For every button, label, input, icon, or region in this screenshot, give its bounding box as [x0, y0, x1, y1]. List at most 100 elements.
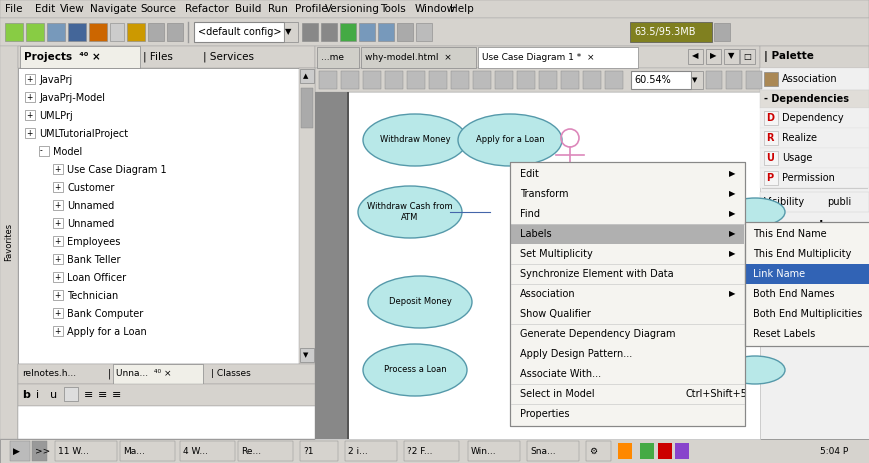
Text: Edit: Edit [520, 169, 539, 179]
Text: Set Multiplicity: Set Multiplicity [520, 249, 593, 259]
Bar [760, 46, 869, 439]
Bar [321, 23, 337, 41]
Bar [407, 71, 425, 89]
Bar [53, 182, 63, 192]
Text: Deposit Money: Deposit Money [388, 298, 451, 307]
Ellipse shape [363, 114, 467, 166]
Bar [53, 254, 63, 264]
Text: Generate Dependency Diagram: Generate Dependency Diagram [520, 329, 675, 339]
Text: Apply for a Loan: Apply for a Loan [67, 327, 147, 337]
Bar [167, 23, 183, 41]
Text: >>: >> [35, 446, 50, 456]
Ellipse shape [358, 186, 462, 238]
Bar [302, 23, 318, 41]
Text: Use Case Diagram 1 *  ×: Use Case Diagram 1 * × [482, 52, 594, 62]
Text: JavaPrj-Model: JavaPrj-Model [39, 93, 105, 103]
Bar [18, 406, 315, 439]
Text: +: + [54, 326, 60, 336]
Ellipse shape [725, 356, 785, 384]
Bar [760, 168, 869, 188]
Text: Association: Association [782, 74, 838, 84]
Bar [345, 441, 397, 461]
Text: relnotes.h...: relnotes.h... [22, 369, 76, 378]
Text: ▶: ▶ [710, 51, 716, 61]
Bar [25, 92, 35, 102]
Text: +: + [26, 111, 32, 119]
Bar [658, 443, 672, 459]
Bar [315, 46, 760, 68]
Bar [764, 111, 778, 125]
Text: ▶: ▶ [13, 446, 20, 456]
Text: ▶: ▶ [728, 230, 735, 238]
Text: Permission: Permission [782, 173, 835, 183]
Bar [561, 71, 579, 89]
Text: Loan Officer: Loan Officer [67, 273, 126, 283]
Bar [511, 224, 744, 244]
Bar [517, 71, 535, 89]
Bar [631, 71, 691, 89]
Bar [404, 441, 459, 461]
Bar [688, 49, 703, 64]
Bar [0, 439, 869, 463]
Text: +: + [26, 93, 32, 101]
Text: Versioning: Versioning [325, 4, 380, 14]
Bar [55, 441, 117, 461]
Bar [397, 23, 413, 41]
Text: Employees: Employees [67, 237, 121, 247]
Bar [89, 23, 107, 41]
Text: File: File [5, 4, 23, 14]
Bar [675, 443, 689, 459]
Ellipse shape [725, 198, 785, 226]
Bar [359, 23, 375, 41]
Text: ...me: ...me [321, 52, 344, 62]
Bar [361, 47, 476, 68]
Text: +: + [54, 219, 60, 227]
Text: Bank Computer: Bank Computer [67, 309, 143, 319]
Text: <default config>: <default config> [198, 27, 282, 37]
Bar [764, 171, 778, 185]
Bar [53, 308, 63, 318]
Ellipse shape [458, 114, 562, 166]
Bar [120, 441, 175, 461]
Bar [640, 443, 654, 459]
Text: +: + [54, 182, 60, 192]
Text: +: + [26, 129, 32, 138]
Text: ?2 F...: ?2 F... [407, 446, 433, 456]
Bar [25, 74, 35, 84]
Text: Technician: Technician [67, 291, 118, 301]
Text: b: b [22, 390, 30, 400]
Ellipse shape [363, 344, 467, 396]
Text: ▼: ▼ [727, 51, 734, 61]
Text: Realize: Realize [782, 133, 817, 143]
Text: 11 W...: 11 W... [58, 446, 89, 456]
Text: Select in Model: Select in Model [520, 389, 594, 399]
Bar [745, 222, 869, 346]
Bar [319, 71, 337, 89]
Text: +: + [54, 200, 60, 209]
Text: Transform: Transform [520, 189, 568, 199]
Bar [618, 443, 632, 459]
Bar [53, 236, 63, 246]
Text: +: + [54, 255, 60, 263]
Bar [148, 23, 164, 41]
Bar [746, 71, 762, 89]
Bar [315, 92, 347, 439]
Bar [706, 49, 721, 64]
Text: Both End Multiplicities: Both End Multiplicities [753, 309, 862, 319]
Text: ▶: ▶ [728, 209, 735, 219]
Text: Process a Loan: Process a Loan [384, 365, 447, 375]
Bar [25, 110, 35, 120]
Text: Profile: Profile [295, 4, 328, 14]
Bar [53, 218, 63, 228]
Text: i: i [36, 390, 39, 400]
Text: This End Name: This End Name [753, 229, 826, 239]
Bar [315, 92, 760, 439]
Bar [495, 71, 513, 89]
Text: Re...: Re... [241, 446, 261, 456]
Text: Associate With...: Associate With... [520, 369, 601, 379]
Text: This End Multiplicity: This End Multiplicity [753, 249, 852, 259]
Bar [726, 71, 742, 89]
Text: u: u [50, 390, 57, 400]
Text: Unnamed: Unnamed [67, 201, 114, 211]
Bar [110, 23, 124, 41]
